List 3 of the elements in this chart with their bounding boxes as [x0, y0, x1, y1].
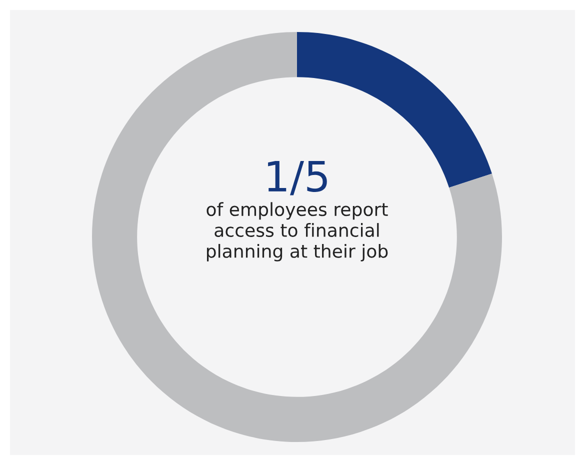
text: of employees report access to financial planning at their job	[206, 202, 388, 262]
donut-slice	[92, 32, 502, 442]
text: 1/5	[268, 161, 327, 196]
